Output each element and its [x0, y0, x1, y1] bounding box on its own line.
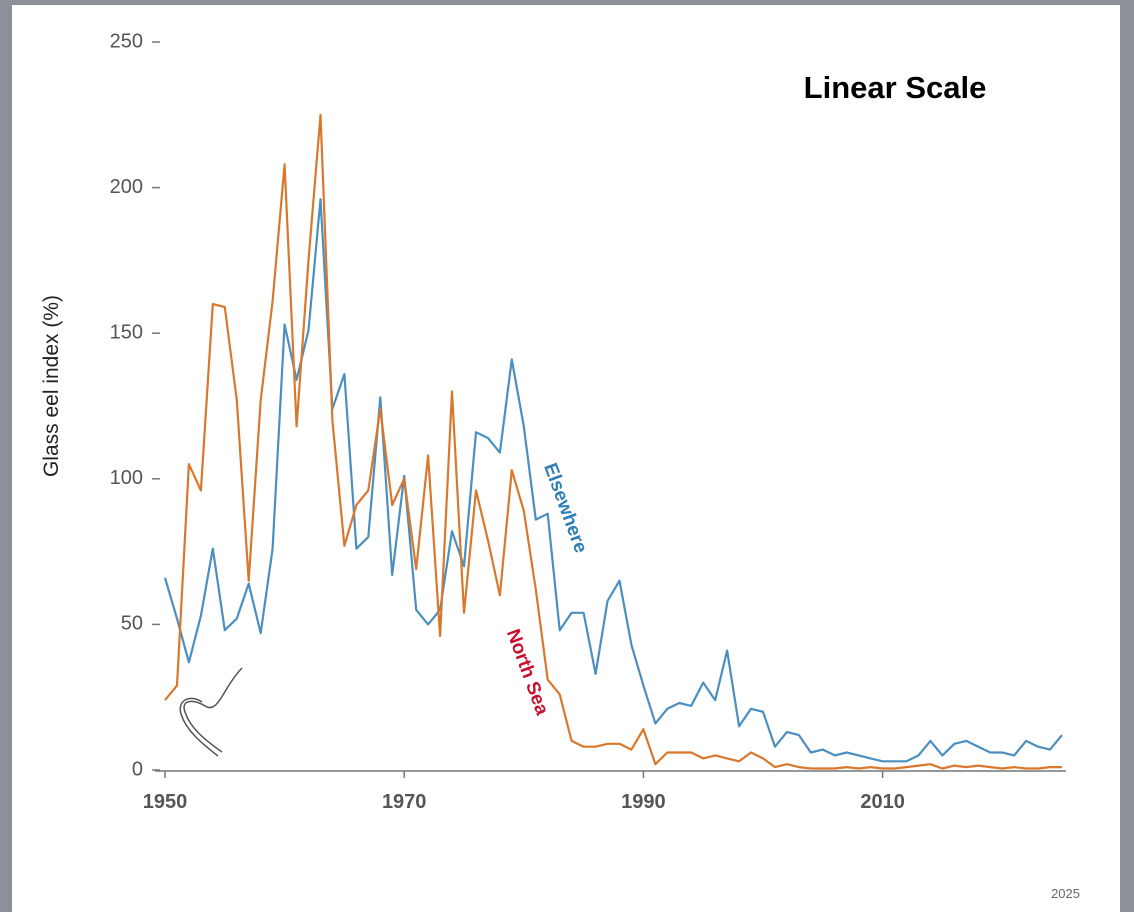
panel	[12, 5, 1120, 912]
x-tick-label: 1950	[143, 791, 188, 813]
eel-icon	[179, 667, 243, 757]
series-line	[163, 198, 1063, 763]
footnote: 2025	[1051, 886, 1080, 901]
chart-title: Linear Scale	[804, 70, 987, 105]
y-tick-label: 50	[121, 613, 143, 635]
y-axis-label: Glass eel index (%)	[40, 295, 63, 477]
y-tick-label: 100	[110, 467, 143, 489]
y-tick-label: 0	[132, 758, 143, 780]
x-tick-label: 1970	[382, 791, 427, 813]
y-tick-label: 200	[110, 176, 143, 198]
y-tick-label: 250	[110, 30, 143, 52]
x-tick-label: 1990	[621, 791, 666, 813]
series-line	[164, 113, 1062, 770]
y-tick-label: 150	[110, 321, 143, 343]
x-tick-label: 2010	[860, 791, 905, 813]
